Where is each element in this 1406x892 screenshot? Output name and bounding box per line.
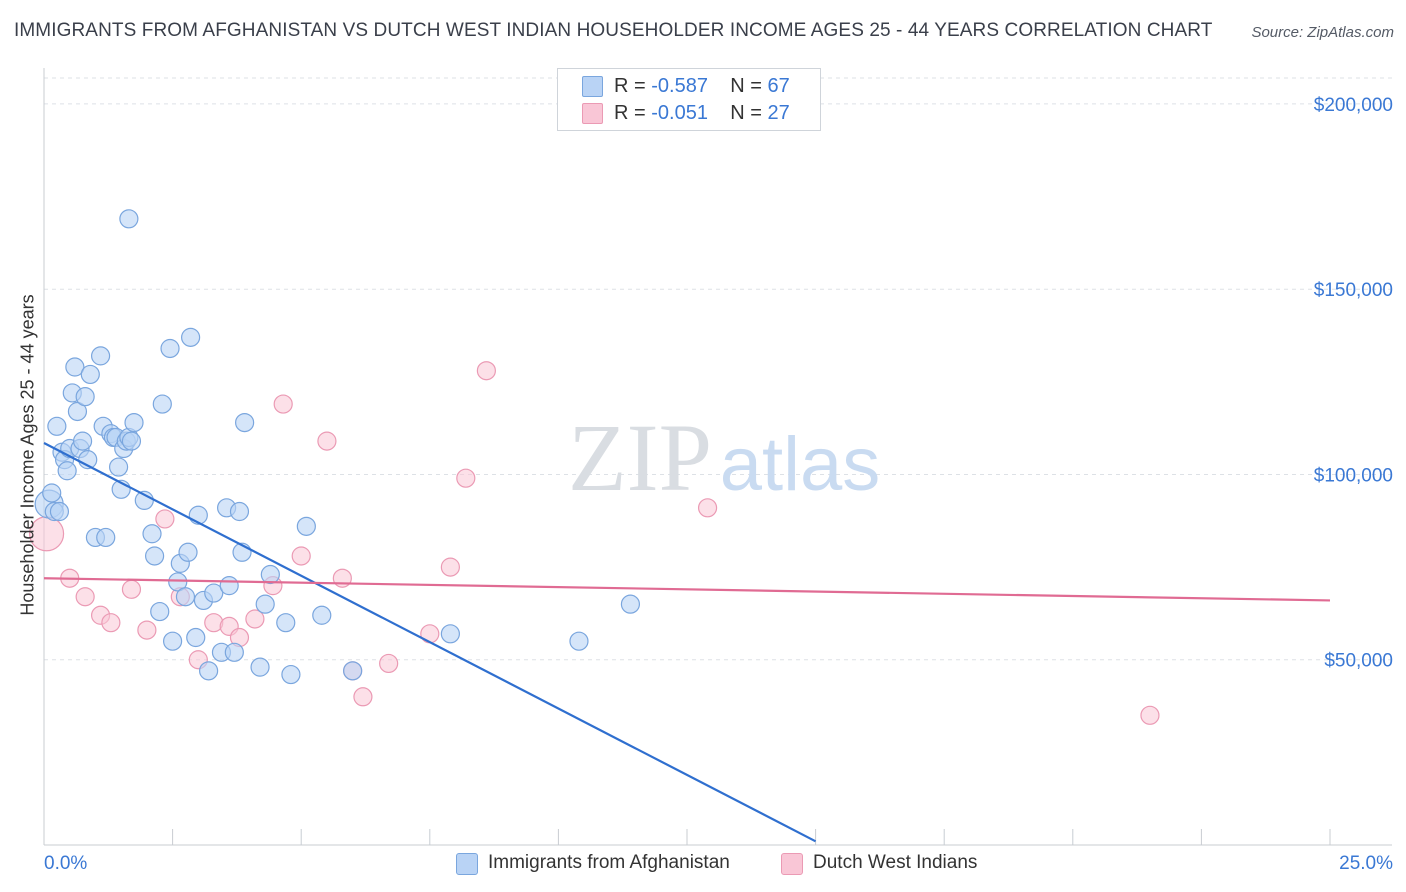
dutch-west-indians-point <box>353 687 373 707</box>
afghanistan-point <box>224 642 244 662</box>
dutch-west-indians-point <box>137 620 157 640</box>
legend-swatch-blue <box>582 76 603 97</box>
y-tick-label: $150,000 <box>1314 280 1393 301</box>
legend-r-value-dutch: -0.051 <box>651 102 708 124</box>
legend-r-label: R = <box>614 102 652 124</box>
afghanistan-point <box>296 516 316 536</box>
afghanistan-point <box>260 564 280 585</box>
afghanistan-point <box>90 346 111 366</box>
dutch-west-indians-point <box>245 609 265 629</box>
watermark-zip: ZIP <box>568 404 712 511</box>
afghanistan-point <box>119 209 139 229</box>
afghanistan-point <box>440 624 460 644</box>
chart-title: IMMIGRANTS FROM AFGHANISTAN VS DUTCH WES… <box>14 20 1213 41</box>
afghanistan-point <box>163 631 183 651</box>
afghanistan-point <box>620 594 641 614</box>
correlation-legend: R = -0.587 N = 67 R = -0.051 N = 27 <box>557 68 821 131</box>
afghanistan-point <box>121 431 142 451</box>
afghanistan-point <box>276 613 296 633</box>
legend-n-value-dutch: 27 <box>767 102 790 124</box>
dutch-west-indians-point <box>273 394 293 414</box>
afghanistan-point <box>281 664 301 685</box>
afghanistan-point <box>80 364 100 385</box>
dutch-west-indians-point <box>440 557 460 577</box>
y-tick-label: $100,000 <box>1314 465 1393 486</box>
bottom-legend-label-afghanistan: Immigrants from Afghanistan <box>488 852 730 873</box>
afghanistan-point <box>42 483 62 503</box>
afghanistan-point <box>199 661 219 681</box>
source-credit: Source: ZipAtlas.com <box>1251 24 1394 41</box>
dutch-west-indians-point <box>379 653 399 674</box>
dutch-west-indians-point <box>121 579 142 599</box>
afghanistan-point <box>250 657 270 677</box>
afghanistan-point <box>47 416 67 436</box>
afghanistan-point <box>181 327 201 347</box>
afghanistan-point <box>49 501 70 522</box>
afghanistan-point <box>178 542 198 562</box>
legend-r-value-afghanistan: -0.587 <box>651 75 708 97</box>
dutch-west-indians-point <box>317 431 337 451</box>
afghanistan-point <box>108 457 129 477</box>
afghanistan-point <box>96 527 116 548</box>
zipatlas-watermark: ZIP atlas <box>568 404 880 511</box>
grid-lines <box>44 77 1392 661</box>
axes <box>43 68 1392 846</box>
dutch-west-indians-point <box>456 468 476 488</box>
afghanistan-trend-line <box>43 441 817 843</box>
afghanistan-point <box>67 401 88 422</box>
afghanistan-point <box>150 601 170 622</box>
legend-n-value-afghanistan: 67 <box>767 75 790 97</box>
dutch-west-indians-point <box>75 587 95 607</box>
x-tick-label: 0.0% <box>44 853 87 874</box>
dutch-west-indians-point <box>155 509 175 529</box>
bottom-legend-label-dutch: Dutch West Indians <box>813 852 978 873</box>
legend-swatch-pink <box>582 103 603 124</box>
afghanistan-point <box>235 412 255 433</box>
afghanistan-point <box>160 338 180 359</box>
legend-n-label: N = <box>730 102 768 124</box>
trend-lines <box>43 441 1331 843</box>
dutch-west-indians-trend-line <box>43 577 1331 602</box>
y-axis-label: Householder Income Ages 25 - 44 years <box>17 294 38 616</box>
afghanistan-point <box>75 387 95 407</box>
tick-labels: $50,000 $100,000 $150,000 $200,000 0.0% 25.0% <box>44 95 1393 874</box>
afghanistan-point <box>175 587 196 607</box>
afghanistan-points <box>34 209 641 685</box>
afghanistan-point <box>255 594 275 614</box>
dutch-west-indians-point <box>697 498 718 518</box>
afghanistan-point <box>229 501 250 522</box>
x-tick-label: 25.0% <box>1339 853 1393 874</box>
afghanistan-point <box>142 524 162 544</box>
afghanistan-point <box>186 627 206 648</box>
afghanistan-point <box>168 572 188 592</box>
afghanistan-point <box>204 583 224 603</box>
legend-n-label: N = <box>730 75 768 97</box>
y-tick-label: $200,000 <box>1314 95 1393 116</box>
afghanistan-point <box>219 576 239 596</box>
afghanistan-point <box>312 605 332 625</box>
y-tick-label: $50,000 <box>1324 651 1393 672</box>
dutch-west-indians-point <box>101 613 121 633</box>
afghanistan-point <box>124 412 144 433</box>
dutch-west-indians-point <box>476 361 496 381</box>
legend-r-label: R = <box>614 75 652 97</box>
dutch-west-indians-point <box>1140 705 1160 725</box>
afghanistan-point <box>569 631 589 651</box>
watermark-atlas: atlas <box>720 422 881 507</box>
afghanistan-point <box>57 461 77 481</box>
afghanistan-point <box>144 546 165 566</box>
afghanistan-point <box>72 431 93 451</box>
dutch-west-indians-point <box>291 546 311 566</box>
afghanistan-point <box>152 394 172 414</box>
bottom-swatch-pink <box>781 853 803 875</box>
afghanistan-point <box>65 357 85 377</box>
bottom-swatch-blue <box>456 853 478 875</box>
afghanistan-point <box>343 661 363 681</box>
